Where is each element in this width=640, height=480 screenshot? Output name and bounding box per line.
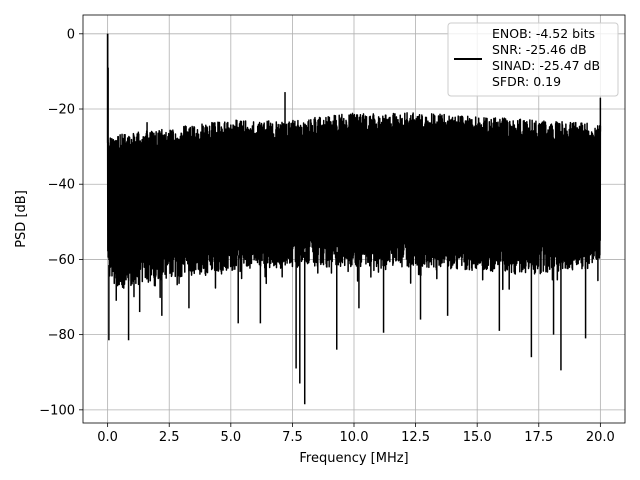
legend-line-snr: SNR: -25.46 dB: [492, 42, 587, 57]
y-axis-label: PSD [dB]: [14, 190, 29, 248]
x-axis-label: Frequency [MHz]: [299, 451, 408, 466]
y-tick-label: −80: [48, 328, 75, 343]
y-tick-label: 0: [67, 27, 75, 42]
x-tick-label: 10.0: [340, 430, 369, 445]
x-tick-label: 5.0: [220, 430, 241, 445]
x-tick-label: 7.5: [282, 430, 303, 445]
legend-line-sinad: SINAD: -25.47 dB: [492, 58, 600, 73]
x-tick-label: 12.5: [401, 430, 430, 445]
x-tick-label: 15.0: [463, 430, 492, 445]
legend: ENOB: -4.52 bits SNR: -25.46 dB SINAD: -…: [447, 22, 619, 97]
y-tick-label: −20: [48, 103, 75, 118]
x-tick-label: 0.0: [97, 430, 118, 445]
y-tick-label: −40: [48, 178, 75, 193]
x-tick-label: 2.5: [159, 430, 180, 445]
legend-line-sfdr: SFDR: 0.19: [492, 74, 561, 89]
y-axis-ticks: 0 −20 −40 −60 −80 −100: [39, 27, 83, 418]
psd-trace: [106, 33, 602, 299]
legend-box: [447, 22, 619, 97]
x-axis-ticks: 0.0 2.5 5.0 7.5 10.0 12.5 15.0 17.5 20.0: [97, 423, 615, 445]
y-tick-label: −60: [48, 253, 75, 268]
psd-series: [106, 33, 602, 405]
y-tick-label: −100: [39, 403, 75, 418]
x-tick-label: 20.0: [586, 430, 615, 445]
legend-line-enob: ENOB: -4.52 bits: [492, 26, 595, 41]
x-tick-label: 17.5: [524, 430, 553, 445]
